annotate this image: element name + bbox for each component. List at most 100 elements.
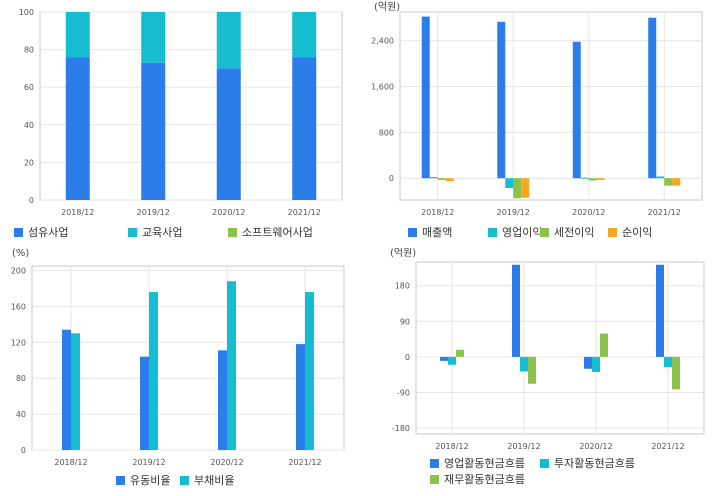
bar: [65, 57, 90, 201]
bar: [296, 344, 305, 450]
bar: [520, 356, 528, 372]
bar: [572, 41, 581, 179]
y-tick-label: 1,600: [371, 83, 394, 92]
bar: [584, 356, 592, 369]
bar: [149, 292, 158, 450]
liquidity-debt-ratio-chart: 200 160 120 80 40 0 (%) 2018/12 2019/12 2020/12 20…: [11, 248, 345, 487]
y-tick-label: 80: [16, 374, 26, 383]
bar: [429, 177, 438, 179]
legend-label: 순이익: [622, 226, 652, 239]
bar: [440, 356, 448, 361]
x-tick-label: 2021/12: [648, 208, 681, 217]
bar: [292, 57, 317, 201]
legend-label: 섬유사업: [28, 226, 68, 239]
legend-label: 교육사업: [142, 226, 182, 239]
plot-frame: [31, 265, 345, 451]
y-tick-label: 180: [395, 282, 410, 291]
y-tick-label: 0: [389, 174, 394, 183]
legend-label: 유동비율: [130, 474, 170, 487]
y-tick-label: 120: [11, 338, 26, 347]
y-tick-label: 90: [400, 317, 410, 326]
bar: [227, 281, 236, 450]
legend-swatch: [116, 476, 125, 485]
legend-label: 부채비율: [194, 474, 234, 487]
bar: [62, 329, 71, 450]
legend-swatch: [540, 459, 549, 468]
plot-frame: [39, 11, 343, 201]
x-tick-label: 2019/12: [137, 208, 170, 217]
y-tick-label: 200: [11, 266, 26, 275]
x-tick-label: 2018/12: [421, 208, 454, 217]
y-tick-label: 160: [11, 302, 26, 311]
bar: [580, 177, 589, 179]
bar: [445, 178, 454, 182]
x-tick-label: 2020/12: [210, 458, 243, 467]
legend-label: 투자활동현금흐름: [554, 456, 635, 470]
legend-swatch: [608, 228, 617, 237]
bar: [672, 356, 680, 390]
bar: [656, 176, 665, 179]
bar: [521, 178, 530, 198]
x-tick-label: 2021/12: [651, 442, 684, 451]
y-tick-label: 40: [16, 410, 26, 419]
x-tick-label: 2020/12: [212, 208, 245, 217]
bar: [141, 62, 166, 201]
legend-label: 영업이익: [502, 226, 542, 239]
bar: [512, 264, 520, 357]
bar: [71, 333, 80, 450]
y-tick-label: -180: [392, 424, 410, 433]
unit-label: (억원): [390, 248, 416, 259]
x-tick-label: 2021/12: [288, 208, 321, 217]
y-tick-label: 60: [24, 83, 34, 92]
y-tick-label: 80: [24, 46, 34, 55]
x-tick-label: 2018/12: [435, 442, 468, 451]
bar: [596, 178, 605, 180]
legend-swatch: [540, 228, 549, 237]
bar: [140, 356, 149, 450]
x-tick-label: 2019/12: [507, 442, 540, 451]
x-tick-label: 2019/12: [497, 208, 530, 217]
x-tick-label: 2018/12: [61, 208, 94, 217]
bar: [448, 356, 456, 365]
segment-ratio-chart: 100 80 60 40 20 0 2018/12 2019/12 2020/12 2021/12…: [14, 8, 343, 239]
y-tick-label: 2,400: [371, 37, 394, 46]
bar: [141, 12, 166, 63]
bar: [664, 356, 672, 368]
bar: [648, 17, 657, 179]
y-tick-label: -90: [397, 388, 410, 397]
legend-swatch: [14, 228, 23, 237]
bar: [497, 21, 506, 179]
unit-label: (%): [12, 248, 29, 259]
y-tick-label: 20: [24, 158, 34, 167]
y-tick-label: 0: [405, 353, 410, 362]
legend-label: 매출액: [422, 226, 452, 239]
y-tick-label: 800: [379, 128, 394, 137]
bar: [528, 356, 536, 384]
bar: [592, 356, 600, 372]
bar: [456, 349, 464, 357]
legend-swatch: [408, 228, 417, 237]
bar: [437, 178, 446, 180]
legend-swatch: [228, 228, 237, 237]
bar: [216, 12, 241, 69]
legend-label: 세전이익: [554, 226, 594, 239]
x-tick-label: 2021/12: [288, 458, 321, 467]
bar: [216, 68, 241, 201]
bar: [305, 292, 314, 450]
y-tick-label: 40: [24, 121, 34, 130]
bar: [513, 178, 522, 199]
legend-label: 영업활동현금흐름: [444, 456, 525, 470]
bar: [218, 350, 227, 450]
revenue-profit-chart: 2,400 1,600 800 0 (억원) 2018/12 2019/12 2020/12 2…: [371, 1, 703, 239]
bar: [664, 178, 673, 186]
bar: [292, 12, 317, 58]
bar: [65, 12, 90, 58]
y-tick-label: 0: [29, 196, 34, 205]
y-tick-label: 0: [21, 446, 26, 455]
bar: [588, 178, 597, 181]
x-tick-label: 2020/12: [579, 442, 612, 451]
legend-swatch: [128, 228, 137, 237]
y-tick-label: 100: [19, 8, 34, 17]
x-tick-label: 2019/12: [132, 458, 165, 467]
bar: [656, 264, 664, 357]
